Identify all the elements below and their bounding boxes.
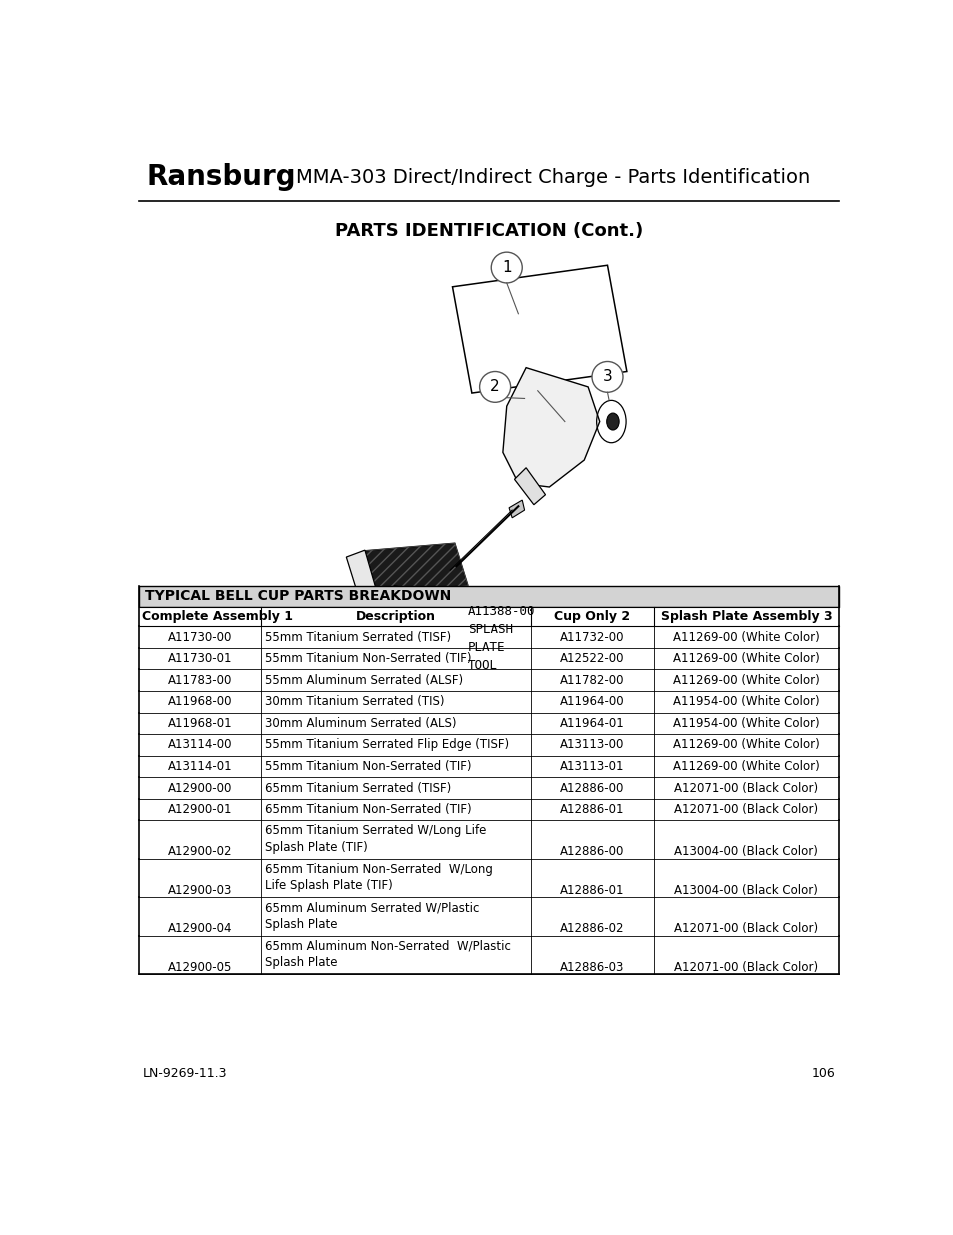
Polygon shape: [502, 368, 599, 487]
Text: A12900-00: A12900-00: [168, 782, 232, 794]
Text: TYPICAL BELL CUP PARTS BREAKDOWN: TYPICAL BELL CUP PARTS BREAKDOWN: [145, 589, 451, 604]
Text: A13004-00 (Black Color): A13004-00 (Black Color): [674, 846, 818, 858]
Text: A11964-01: A11964-01: [559, 716, 624, 730]
Text: Splash Plate (TIF): Splash Plate (TIF): [265, 841, 368, 853]
Text: MMA-303 Direct/Indirect Charge - Parts Identification: MMA-303 Direct/Indirect Charge - Parts I…: [295, 168, 809, 186]
Text: A12900-05: A12900-05: [168, 961, 232, 974]
Text: 55mm Titanium Serrated Flip Edge (TISF): 55mm Titanium Serrated Flip Edge (TISF): [265, 739, 509, 751]
Text: A11269-00 (White Color): A11269-00 (White Color): [672, 739, 819, 751]
Text: 65mm Titanium Serrated W/Long Life: 65mm Titanium Serrated W/Long Life: [265, 824, 486, 837]
Text: A11732-00: A11732-00: [559, 631, 624, 643]
Text: A12071-00 (Black Color): A12071-00 (Black Color): [674, 803, 818, 816]
Ellipse shape: [606, 412, 618, 430]
Text: A11954-00 (White Color): A11954-00 (White Color): [673, 716, 819, 730]
Text: A13114-00: A13114-00: [168, 739, 232, 751]
Text: A12886-00: A12886-00: [559, 846, 624, 858]
Text: LN-9269-11.3: LN-9269-11.3: [142, 1067, 227, 1081]
Text: A12071-00 (Black Color): A12071-00 (Black Color): [674, 961, 818, 974]
Text: A11964-00: A11964-00: [559, 695, 624, 709]
Circle shape: [479, 372, 510, 403]
Text: A11730-00: A11730-00: [168, 631, 232, 643]
Text: A13113-00: A13113-00: [559, 739, 624, 751]
Text: 65mm Aluminum Serrated W/Plastic: 65mm Aluminum Serrated W/Plastic: [265, 902, 479, 914]
Text: A13004-00 (Black Color): A13004-00 (Black Color): [674, 884, 818, 897]
Polygon shape: [363, 543, 468, 593]
Text: A12900-03: A12900-03: [168, 884, 232, 897]
Text: PARTS IDENTIFICATION (Cont.): PARTS IDENTIFICATION (Cont.): [335, 222, 642, 241]
Text: A11269-00 (White Color): A11269-00 (White Color): [672, 760, 819, 773]
Text: 55mm Titanium Serrated (TISF): 55mm Titanium Serrated (TISF): [265, 631, 451, 643]
Text: A11269-00 (White Color): A11269-00 (White Color): [672, 631, 819, 643]
Text: Splash Plate: Splash Plate: [265, 918, 337, 931]
Text: Splash Plate Assembly 3: Splash Plate Assembly 3: [659, 610, 831, 624]
Text: Splash Plate: Splash Plate: [265, 956, 337, 969]
Text: A13114-01: A13114-01: [168, 760, 232, 773]
Text: A12900-01: A12900-01: [168, 803, 232, 816]
Text: A12071-00 (Black Color): A12071-00 (Black Color): [674, 782, 818, 794]
Text: A11954-00 (White Color): A11954-00 (White Color): [673, 695, 819, 709]
Text: Description: Description: [355, 610, 436, 624]
Text: A11730-01: A11730-01: [168, 652, 232, 666]
Text: A12886-00: A12886-00: [559, 782, 624, 794]
Text: A11269-00 (White Color): A11269-00 (White Color): [672, 652, 819, 666]
Text: A12522-00: A12522-00: [559, 652, 624, 666]
Text: A12886-01: A12886-01: [559, 803, 624, 816]
Text: A11269-00 (White Color): A11269-00 (White Color): [672, 674, 819, 687]
Text: A12900-02: A12900-02: [168, 846, 232, 858]
Bar: [138, 585, 839, 608]
Text: 55mm Titanium Non-Serrated (TIF): 55mm Titanium Non-Serrated (TIF): [265, 760, 471, 773]
Text: A12886-02: A12886-02: [559, 923, 624, 935]
Text: 1: 1: [501, 261, 511, 275]
Polygon shape: [514, 468, 545, 505]
Text: A13113-01: A13113-01: [559, 760, 624, 773]
Text: A12886-01: A12886-01: [559, 884, 624, 897]
Text: 65mm Titanium Non-Serrated (TIF): 65mm Titanium Non-Serrated (TIF): [265, 803, 471, 816]
Text: Cup Only 2: Cup Only 2: [554, 610, 630, 624]
Text: A11783-00: A11783-00: [168, 674, 232, 687]
Text: A12886-03: A12886-03: [559, 961, 624, 974]
Text: 2: 2: [490, 379, 499, 394]
Text: 30mm Aluminum Serrated (ALS): 30mm Aluminum Serrated (ALS): [265, 716, 456, 730]
Polygon shape: [509, 500, 524, 517]
Text: 30mm Titanium Serrated (TIS): 30mm Titanium Serrated (TIS): [265, 695, 444, 709]
Bar: [138, 608, 839, 626]
Text: 65mm Aluminum Non-Serrated  W/Plastic: 65mm Aluminum Non-Serrated W/Plastic: [265, 940, 511, 953]
Text: A11968-00: A11968-00: [168, 695, 232, 709]
Text: A11782-00: A11782-00: [559, 674, 624, 687]
Text: A11388-00
SPLASH
PLATE
TOOL: A11388-00 SPLASH PLATE TOOL: [468, 605, 535, 672]
Text: 3: 3: [602, 369, 612, 384]
Polygon shape: [346, 550, 377, 599]
Text: 106: 106: [811, 1067, 835, 1081]
Text: Life Splash Plate (TIF): Life Splash Plate (TIF): [265, 879, 393, 893]
Text: A12071-00 (Black Color): A12071-00 (Black Color): [674, 923, 818, 935]
Text: 55mm Aluminum Serrated (ALSF): 55mm Aluminum Serrated (ALSF): [265, 674, 463, 687]
Text: 65mm Titanium Serrated (TISF): 65mm Titanium Serrated (TISF): [265, 782, 451, 794]
Text: A12900-04: A12900-04: [168, 923, 232, 935]
Text: 65mm Titanium Non-Serrated  W/Long: 65mm Titanium Non-Serrated W/Long: [265, 863, 493, 876]
Text: A11968-01: A11968-01: [168, 716, 232, 730]
Text: Complete Assembly 1: Complete Assembly 1: [142, 610, 294, 624]
Circle shape: [491, 252, 521, 283]
Text: Ransburg: Ransburg: [146, 163, 295, 191]
Text: 55mm Titanium Non-Serrated (TIF): 55mm Titanium Non-Serrated (TIF): [265, 652, 471, 666]
Circle shape: [592, 362, 622, 393]
